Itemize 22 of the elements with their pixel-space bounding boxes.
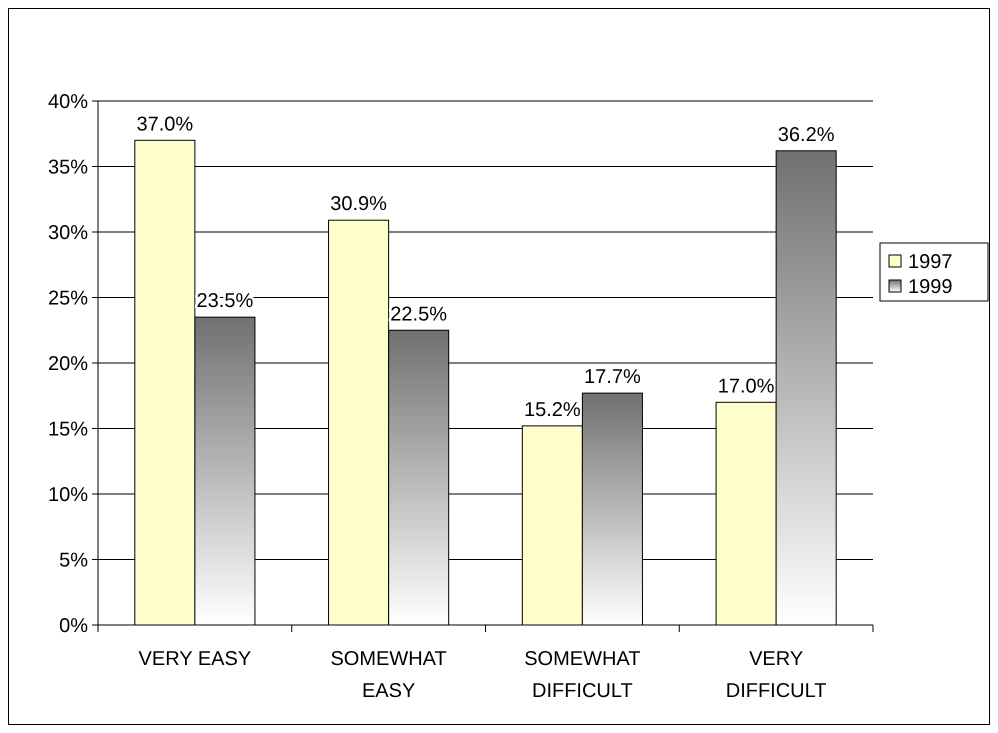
data-label: 17.7% bbox=[584, 366, 641, 388]
y-tick-label: 25% bbox=[48, 288, 88, 310]
y-tick-label: 35% bbox=[48, 156, 88, 178]
y-tick-label: 40% bbox=[48, 91, 88, 113]
data-label: 15.2% bbox=[524, 398, 581, 421]
y-tick-label: 30% bbox=[48, 222, 88, 244]
x-tick-label: SOMEWHAT DIFFICULT bbox=[524, 648, 641, 702]
data-label: 22.5% bbox=[390, 303, 448, 326]
y-tick-label: 10% bbox=[48, 484, 88, 506]
x-tick-label: VERY EASY bbox=[138, 648, 252, 670]
y-tick-label: 0% bbox=[59, 615, 88, 637]
data-label: 36.2% bbox=[778, 124, 835, 146]
y-tick-label: 20% bbox=[48, 353, 88, 375]
data-label: 17.0% bbox=[718, 375, 775, 398]
legend-label: 1997 bbox=[908, 251, 952, 273]
legend-label: 1999 bbox=[908, 276, 952, 298]
x-tick-label: VERY DIFFICULT bbox=[726, 648, 826, 702]
y-tick-label: 15% bbox=[48, 418, 88, 440]
x-tick-label: SOMEWHAT EASY bbox=[330, 648, 447, 702]
data-label: 30.9% bbox=[330, 193, 388, 216]
y-tick-label: 5% bbox=[59, 550, 88, 572]
data-label: 37.0% bbox=[136, 113, 194, 136]
